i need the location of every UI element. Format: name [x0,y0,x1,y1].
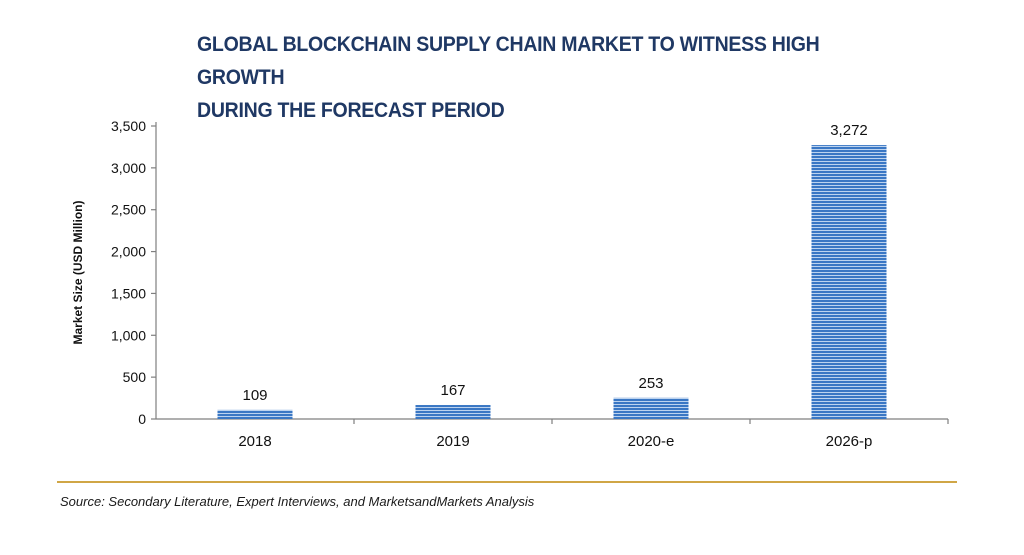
chart-title: GLOBAL BLOCKCHAIN SUPPLY CHAIN MARKET TO… [197,28,904,127]
bar-2018 [217,409,293,419]
data-label: 109 [242,387,267,404]
y-tick-label: 1,500 [111,285,146,301]
y-tick-label: 2,000 [111,244,146,260]
y-axis-title: Market Size (USD Million) [71,200,85,344]
y-tick-label: 500 [123,369,147,385]
chart-title-line-2: DURING THE FORECAST PERIOD [197,99,505,122]
bar-2019 [415,405,491,419]
bar-chart: 0 500 1,000 1,500 2,000 2,500 3,000 3,500 Market… [71,118,949,450]
bar-2020-e [613,397,689,419]
y-tick-label: 3,500 [111,118,146,134]
x-tick-label: 2020-e [628,433,675,450]
y-tick-label: 1,000 [111,327,146,343]
data-label: 167 [440,382,465,399]
x-tick-label: 2026-p [826,433,873,450]
y-tick-label: 0 [138,411,146,427]
chart-title-line-1: GLOBAL BLOCKCHAIN SUPPLY CHAIN MARKET TO… [197,33,820,89]
bar-2026-p [811,145,887,419]
y-tick-label: 2,500 [111,202,146,218]
x-tick-label: 2019 [436,433,469,450]
data-label: 3,272 [830,122,868,139]
x-tick-label: 2018 [238,433,271,450]
footer-divider [57,481,957,483]
y-tick-label: 3,000 [111,160,146,176]
data-label: 253 [638,375,663,392]
source-note: Source: Secondary Literature, Expert Int… [60,494,535,509]
